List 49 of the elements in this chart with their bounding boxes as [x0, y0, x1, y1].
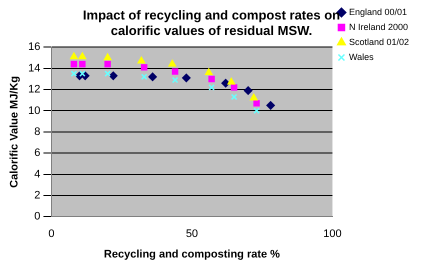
x-tick-label: 100 [323, 228, 342, 240]
chart-title: Impact of recycling and compost rates on calorific values of residual MSW. [82, 7, 340, 38]
point [138, 56, 146, 64]
y-tick-label: 0 [34, 210, 40, 223]
point [140, 74, 148, 80]
y-axis-title: Calorific Value MJ/Kg [8, 76, 21, 188]
y-tick-label: 4 [34, 168, 40, 180]
y-tick-label: 16 [28, 41, 40, 54]
point [172, 76, 178, 84]
legend-label: Scotland 01/02 [348, 36, 409, 47]
point [104, 60, 111, 68]
point [148, 72, 157, 82]
point [104, 70, 111, 77]
point [208, 76, 215, 82]
point [70, 52, 78, 60]
point [140, 64, 148, 71]
point [78, 52, 86, 60]
point [172, 68, 178, 75]
point [221, 78, 230, 88]
point [266, 101, 275, 110]
x-tick-label: 50 [186, 228, 198, 240]
point [79, 70, 86, 77]
legend-label: England 00/01 [348, 6, 408, 17]
x-tick-label: 0 [48, 228, 54, 240]
point [230, 84, 238, 91]
legend-label: N Ireland 2000 [348, 22, 408, 32]
point [79, 60, 86, 68]
y-tick-label: 14 [28, 62, 40, 74]
point [182, 74, 191, 82]
y-tick-label: 10 [28, 104, 40, 117]
point [253, 100, 260, 107]
point [109, 72, 118, 80]
y-tick-label: 8 [34, 126, 40, 138]
point [228, 78, 236, 85]
point [70, 70, 78, 77]
point [250, 94, 258, 101]
point [230, 94, 238, 100]
point [208, 84, 215, 91]
point [70, 60, 78, 68]
y-tick-label: 2 [34, 189, 40, 202]
y-tick-label: 6 [34, 147, 40, 160]
point [168, 60, 176, 67]
y-tick-label: 12 [28, 84, 40, 96]
point [205, 68, 213, 76]
point [244, 86, 252, 95]
x-axis-title: Recycling and composting rate % [104, 248, 280, 260]
legend-label: Wales [348, 52, 374, 62]
point [104, 54, 112, 60]
point [253, 108, 260, 114]
